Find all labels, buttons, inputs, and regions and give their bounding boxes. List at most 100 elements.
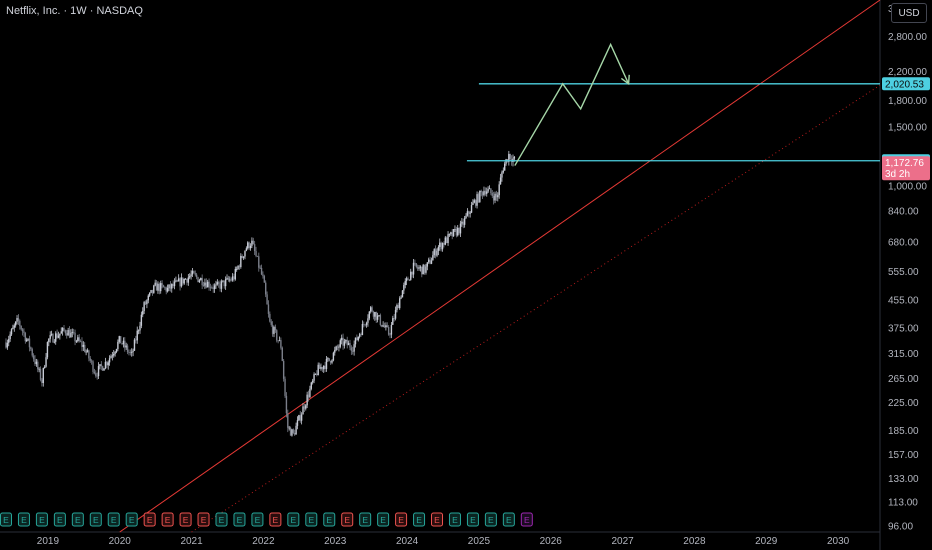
candle-body xyxy=(354,337,357,345)
candle-body xyxy=(433,249,435,256)
candle-body xyxy=(10,329,13,335)
price-countdown-text: 3d 2h xyxy=(885,169,910,180)
candle-body xyxy=(503,163,506,171)
candle-body xyxy=(360,334,362,336)
price-label-bg xyxy=(882,156,930,181)
y-tick-label: 315.00 xyxy=(888,349,919,360)
candle-body xyxy=(186,278,188,283)
candle-body xyxy=(72,332,75,334)
candle-body xyxy=(160,283,162,292)
candle-body xyxy=(490,188,492,194)
symbol-title[interactable]: Netflix, Inc. · 1W · NASDAQ xyxy=(6,5,143,17)
candle-body xyxy=(487,189,489,192)
candle-body xyxy=(465,215,467,219)
x-tick-label: 2019 xyxy=(37,536,60,547)
earnings-marker-label: E xyxy=(362,515,368,525)
candle-body xyxy=(226,277,228,280)
candle-body xyxy=(349,343,351,348)
currency-button[interactable]: USD xyxy=(891,3,927,23)
x-tick-label: 2024 xyxy=(396,536,419,547)
earnings-marker xyxy=(125,512,138,527)
candle-body xyxy=(483,190,485,196)
earnings-marker-label: E xyxy=(147,515,153,525)
price-label-bg xyxy=(882,77,930,91)
earnings-marker-label: E xyxy=(290,515,296,525)
earnings-marker xyxy=(0,512,12,527)
candle-body xyxy=(248,242,250,249)
candle-body xyxy=(462,221,464,225)
x-tick-label: 2023 xyxy=(324,536,347,547)
candle-body xyxy=(93,371,96,374)
candle-body xyxy=(42,368,44,384)
candle-body xyxy=(161,283,163,286)
candle-body xyxy=(139,325,141,331)
candle-body xyxy=(37,361,39,370)
candle-body xyxy=(325,358,328,369)
earnings-marker-label: E xyxy=(524,515,530,525)
earnings-marker-label: E xyxy=(344,515,350,525)
earnings-marker xyxy=(502,512,515,527)
candle-body xyxy=(295,425,297,435)
candle-body xyxy=(437,246,440,251)
earnings-marker xyxy=(466,512,479,527)
candle-body xyxy=(106,361,108,366)
candle-body xyxy=(104,361,107,369)
candle-body xyxy=(209,287,212,289)
y-tick-label: 157.00 xyxy=(888,450,919,461)
candle-body xyxy=(97,366,100,377)
candle-body xyxy=(403,285,405,291)
candle-body xyxy=(374,312,376,317)
candle-body xyxy=(292,429,295,433)
candle-body xyxy=(57,335,60,338)
candle-body xyxy=(314,373,317,375)
candle-body xyxy=(289,427,292,436)
y-tick-label: 1,000.00 xyxy=(888,181,927,192)
candle-body xyxy=(327,358,329,360)
candle-body xyxy=(74,332,76,342)
candle-body xyxy=(336,346,339,348)
candle-body xyxy=(216,282,219,285)
earnings-marker-label: E xyxy=(488,515,494,525)
candle-body xyxy=(150,289,152,293)
candle-body xyxy=(390,324,393,335)
candle-body xyxy=(14,321,17,326)
candle-body xyxy=(211,287,213,289)
earnings-marker xyxy=(179,512,192,527)
candle-body xyxy=(393,318,395,319)
candle-body xyxy=(361,323,364,335)
candle-body xyxy=(88,350,90,359)
candle-body xyxy=(176,280,178,282)
earnings-marker-label: E xyxy=(219,515,225,525)
candle-body xyxy=(153,285,155,293)
candle-body xyxy=(194,273,196,275)
candle-body xyxy=(425,266,427,273)
y-tick-label: 185.00 xyxy=(888,426,919,437)
candle-body xyxy=(459,223,462,234)
candle-body xyxy=(108,358,111,363)
candle-body xyxy=(206,281,209,288)
candle-body xyxy=(68,330,71,338)
earnings-marker-label: E xyxy=(398,515,404,525)
candle-body xyxy=(125,345,127,348)
candle-body xyxy=(133,339,136,351)
candle-body xyxy=(43,366,46,369)
y-tick-label: 840.00 xyxy=(888,207,919,218)
candle-body xyxy=(45,357,47,367)
x-tick-label: 2028 xyxy=(683,536,706,547)
candle-body xyxy=(173,281,176,287)
candle-body xyxy=(189,276,191,278)
earnings-marker-label: E xyxy=(470,515,476,525)
candle-body xyxy=(311,380,314,383)
candle-body xyxy=(107,362,109,366)
candle-body xyxy=(331,360,333,363)
candle-body xyxy=(375,312,377,320)
candle-body xyxy=(19,320,21,326)
trendline-solid xyxy=(119,0,881,533)
candle-body xyxy=(258,256,260,268)
candle-body xyxy=(329,360,332,363)
candle-body xyxy=(75,340,78,342)
candle-body xyxy=(151,289,154,293)
candle-body xyxy=(92,361,94,372)
candle-body xyxy=(215,284,217,286)
